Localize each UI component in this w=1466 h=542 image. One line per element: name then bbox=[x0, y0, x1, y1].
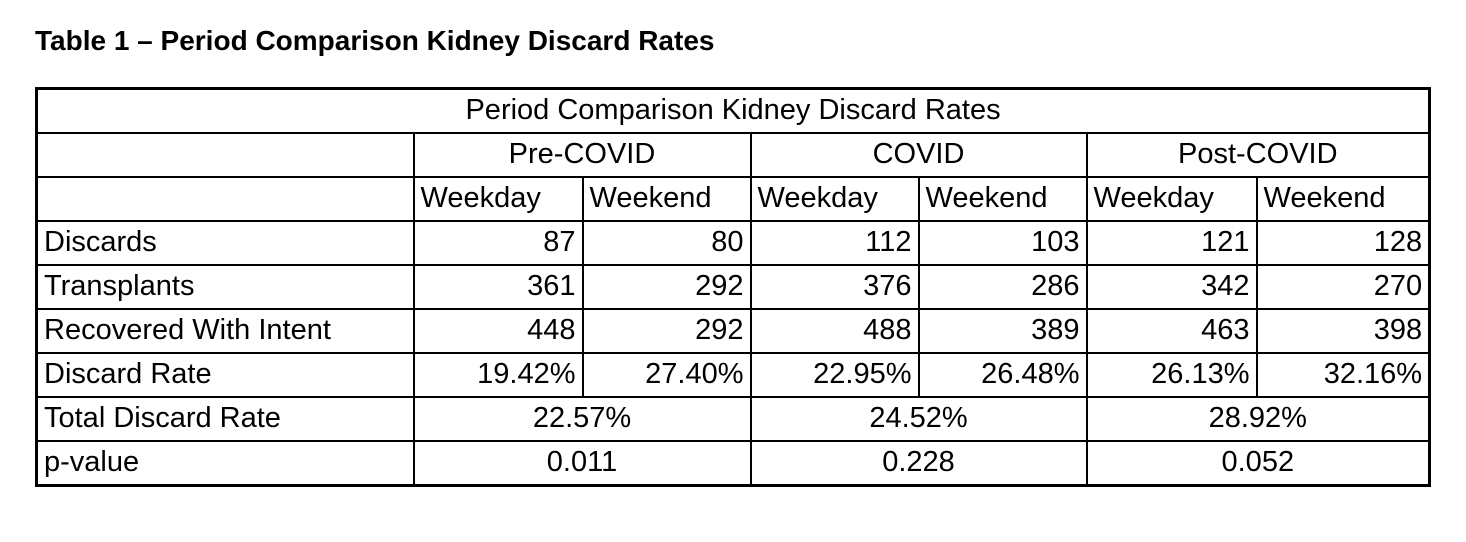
table-row-transplants: Transplants 361 292 376 286 342 270 bbox=[35, 264, 1431, 311]
cell-value-merged: 0.052 bbox=[1085, 440, 1431, 487]
cell-value: 27.40% bbox=[581, 352, 752, 399]
day-header: Weekend bbox=[917, 176, 1088, 223]
cell-value: 292 bbox=[581, 308, 752, 355]
row-label: Total Discard Rate bbox=[35, 396, 415, 443]
cell-value: 389 bbox=[917, 308, 1088, 355]
cell-value: 488 bbox=[749, 308, 920, 355]
cell-value-merged: 22.57% bbox=[412, 396, 752, 443]
cell-value: 128 bbox=[1255, 220, 1431, 267]
cell-value: 26.48% bbox=[917, 352, 1088, 399]
empty-corner-cell bbox=[35, 132, 415, 179]
day-header: Weekday bbox=[1085, 176, 1258, 223]
cell-value: 22.95% bbox=[749, 352, 920, 399]
table-row-discards: Discards 87 80 112 103 121 128 bbox=[35, 220, 1431, 267]
day-header-row: Weekday Weekend Weekday Weekend Weekday … bbox=[35, 176, 1431, 223]
cell-value-merged: 0.228 bbox=[749, 440, 1088, 487]
cell-value: 398 bbox=[1255, 308, 1431, 355]
cell-value: 121 bbox=[1085, 220, 1258, 267]
cell-value-merged: 24.52% bbox=[749, 396, 1088, 443]
cell-value: 270 bbox=[1255, 264, 1431, 311]
day-header: Weekday bbox=[749, 176, 920, 223]
row-label: Transplants bbox=[35, 264, 415, 311]
period-header-row: Pre-COVID COVID Post-COVID bbox=[35, 132, 1431, 179]
cell-value: 32.16% bbox=[1255, 352, 1431, 399]
row-label: p-value bbox=[35, 440, 415, 487]
table-row-p-value: p-value 0.011 0.228 0.052 bbox=[35, 440, 1431, 487]
cell-value-merged: 28.92% bbox=[1085, 396, 1431, 443]
kidney-discard-table: Period Comparison Kidney Discard Rates P… bbox=[35, 87, 1432, 488]
row-label: Discards bbox=[35, 220, 415, 267]
cell-value: 342 bbox=[1085, 264, 1258, 311]
row-label: Discard Rate bbox=[35, 352, 415, 399]
cell-value: 80 bbox=[581, 220, 752, 267]
cell-value: 463 bbox=[1085, 308, 1258, 355]
cell-value: 87 bbox=[412, 220, 584, 267]
period-header-covid: COVID bbox=[749, 132, 1088, 179]
table-row-recovered-with-intent: Recovered With Intent 448 292 488 389 46… bbox=[35, 308, 1431, 355]
document-page: Table 1 – Period Comparison Kidney Disca… bbox=[35, 25, 1432, 488]
period-header-post-covid: Post-COVID bbox=[1085, 132, 1431, 179]
table-row-discard-rate: Discard Rate 19.42% 27.40% 22.95% 26.48%… bbox=[35, 352, 1431, 399]
empty-corner-cell bbox=[35, 176, 415, 223]
cell-value: 286 bbox=[917, 264, 1088, 311]
table-row-total-discard-rate: Total Discard Rate 22.57% 24.52% 28.92% bbox=[35, 396, 1431, 443]
cell-value: 292 bbox=[581, 264, 752, 311]
period-header-pre-covid: Pre-COVID bbox=[412, 132, 752, 179]
cell-value: 19.42% bbox=[412, 352, 584, 399]
cell-value-merged: 0.011 bbox=[412, 440, 752, 487]
cell-value: 103 bbox=[917, 220, 1088, 267]
cell-value: 112 bbox=[749, 220, 920, 267]
row-label: Recovered With Intent bbox=[35, 308, 415, 355]
table-caption: Period Comparison Kidney Discard Rates bbox=[35, 87, 1431, 135]
cell-value: 26.13% bbox=[1085, 352, 1258, 399]
table-caption-row: Period Comparison Kidney Discard Rates bbox=[35, 87, 1431, 135]
cell-value: 361 bbox=[412, 264, 584, 311]
day-header: Weekday bbox=[412, 176, 584, 223]
day-header: Weekend bbox=[581, 176, 752, 223]
cell-value: 448 bbox=[412, 308, 584, 355]
cell-value: 376 bbox=[749, 264, 920, 311]
day-header: Weekend bbox=[1255, 176, 1431, 223]
table-title: Table 1 – Period Comparison Kidney Disca… bbox=[35, 25, 715, 56]
